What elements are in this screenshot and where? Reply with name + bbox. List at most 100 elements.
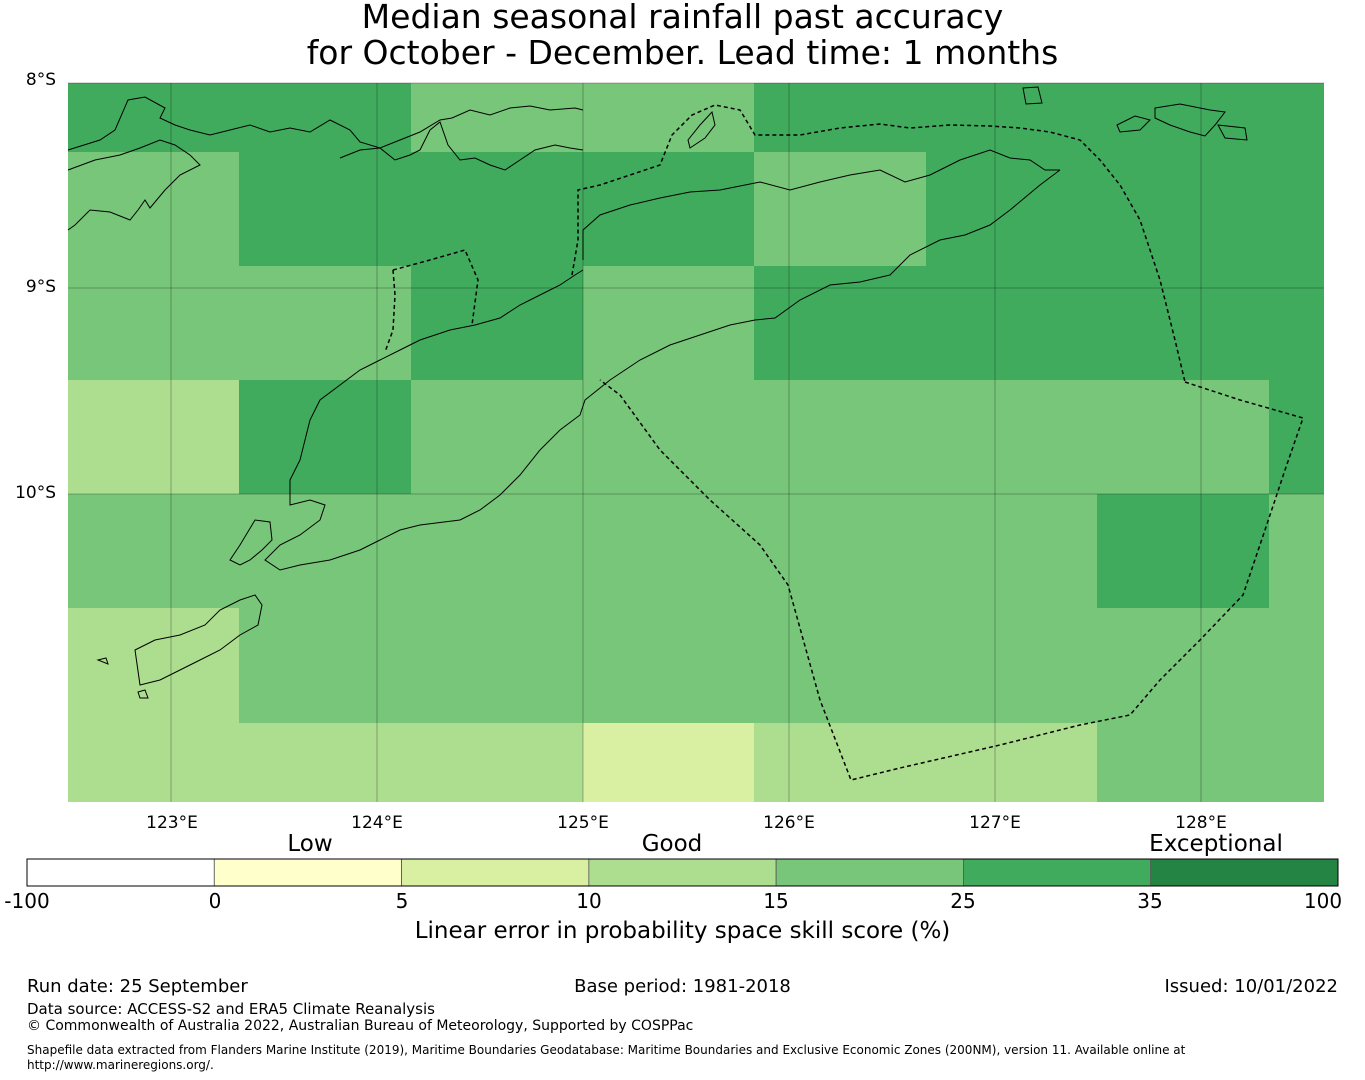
lon-label: 127°E	[969, 813, 1021, 833]
grid-cell	[583, 83, 754, 152]
run-date: Run date: 25 September	[27, 976, 248, 997]
grid-cell	[926, 266, 1097, 380]
coastline-timor-south	[264, 169, 1061, 571]
colorbar-tick: 35	[1137, 889, 1163, 913]
skill-grid	[68, 83, 1324, 802]
grid-cell	[411, 380, 583, 494]
grid-cell	[583, 152, 754, 266]
grid-cell	[1269, 494, 1324, 608]
lat-label: 10°S	[15, 483, 56, 503]
grid-cell	[411, 723, 583, 802]
grid-cell	[239, 608, 411, 723]
grid-cell	[1269, 608, 1324, 723]
grid-cell	[68, 608, 239, 723]
lon-label: 124°E	[351, 813, 403, 833]
colorbar-tick: 15	[763, 889, 789, 913]
grid-cell	[68, 494, 239, 608]
grid-cell	[239, 380, 411, 494]
grid-cell	[754, 152, 926, 266]
grid-cell	[239, 83, 411, 152]
coastlines	[67, 86, 1248, 699]
grid-cell	[1269, 723, 1324, 802]
shapefile-credit: Shapefile data extracted from Flanders M…	[27, 1043, 1186, 1057]
legend-category-exceptional: Exceptional	[1149, 831, 1283, 857]
colorbar-bin	[213, 858, 402, 887]
colorbar-tick: -100	[4, 889, 50, 913]
colorbar-bins	[26, 858, 1339, 887]
colorbar-bin	[1150, 858, 1339, 887]
grid-cell	[68, 152, 239, 266]
grid-cell	[1097, 494, 1269, 608]
coastline-north-islands	[67, 139, 201, 231]
boundary-timor-leste-north	[571, 104, 1186, 383]
grid-cell	[583, 608, 754, 723]
grid-cell	[239, 723, 411, 802]
coastline-timor-north	[582, 149, 1060, 260]
legend-category-good: Good	[641, 831, 703, 857]
lat-label: 9°S	[25, 277, 56, 297]
coastline-dana	[137, 689, 149, 699]
grid-cell	[754, 83, 926, 152]
grid-cell	[754, 266, 926, 380]
grid-cell	[1097, 152, 1269, 266]
map-panel	[67, 82, 1324, 802]
grid-cell	[411, 83, 583, 152]
grid-cell	[1097, 83, 1269, 152]
grid-cell	[926, 83, 1097, 152]
lon-label: 128°E	[1175, 813, 1227, 833]
colorbar-bin	[963, 858, 1152, 887]
grid-cell	[1097, 723, 1269, 802]
legend-category-low: Low	[287, 831, 333, 857]
grid-cell	[1269, 266, 1324, 380]
colorbar-tick: 0	[208, 889, 222, 913]
grid-cell	[1269, 83, 1324, 152]
lon-label: 123°E	[146, 813, 198, 833]
grid-cell	[926, 608, 1097, 723]
grid-cell	[411, 608, 583, 723]
map-title-line-1: Median seasonal rainfall past accuracy	[361, 0, 1004, 36]
coastline-leti	[1154, 103, 1226, 137]
colorbar-bin	[588, 858, 777, 887]
grid-cell	[411, 152, 583, 266]
coastline-moa	[1217, 124, 1248, 141]
colorbar-tick: 5	[395, 889, 409, 913]
shapefile-url: http://www.marineregions.org/.	[27, 1058, 214, 1072]
grid-cell	[68, 83, 239, 152]
copyright: © Commonwealth of Australia 2022, Austra…	[27, 1018, 694, 1034]
boundary-timor-sea	[599, 379, 1304, 781]
grid-cell	[583, 266, 754, 380]
lat-label: 8°S	[25, 70, 56, 90]
base-period: Base period: 1981-2018	[574, 976, 791, 997]
graticule	[68, 82, 1324, 802]
data-source: Data source: ACCESS-S2 and ERA5 Climate …	[27, 1000, 435, 1018]
colorbar-bin	[401, 858, 590, 887]
grid-cell	[926, 380, 1097, 494]
colorbar-outline	[26, 858, 1339, 887]
colorbar	[26, 858, 1339, 887]
grid-cell	[239, 494, 411, 608]
colorbar-bin	[26, 858, 215, 887]
boundary-oecusse	[384, 249, 479, 353]
map-title-line-2: for October - December. Lead time: 1 mon…	[306, 33, 1059, 72]
issued-date: Issued: 10/01/2022	[1164, 976, 1338, 997]
colorbar-tick: 10	[576, 889, 602, 913]
lon-label: 126°E	[763, 813, 815, 833]
colorbar-tick: 100	[1303, 889, 1343, 913]
grid-cell	[1097, 266, 1269, 380]
grid-cell	[583, 494, 754, 608]
grid-cell	[239, 266, 411, 380]
grid-cell	[754, 494, 926, 608]
grid-cell	[1097, 608, 1269, 723]
grid-cell	[1269, 152, 1324, 266]
grid-cell	[926, 494, 1097, 608]
grid-cell	[754, 608, 926, 723]
coastline-small-island	[1116, 115, 1151, 133]
grid-cell	[583, 380, 754, 494]
grid-cell	[583, 723, 754, 802]
grid-cell	[926, 723, 1097, 802]
coastline-atauro	[687, 110, 716, 149]
colorbar-tick: 25	[950, 889, 976, 913]
coastline-raijua	[96, 657, 109, 665]
maritime-boundaries	[384, 104, 1304, 781]
coastline-rote	[229, 519, 273, 566]
